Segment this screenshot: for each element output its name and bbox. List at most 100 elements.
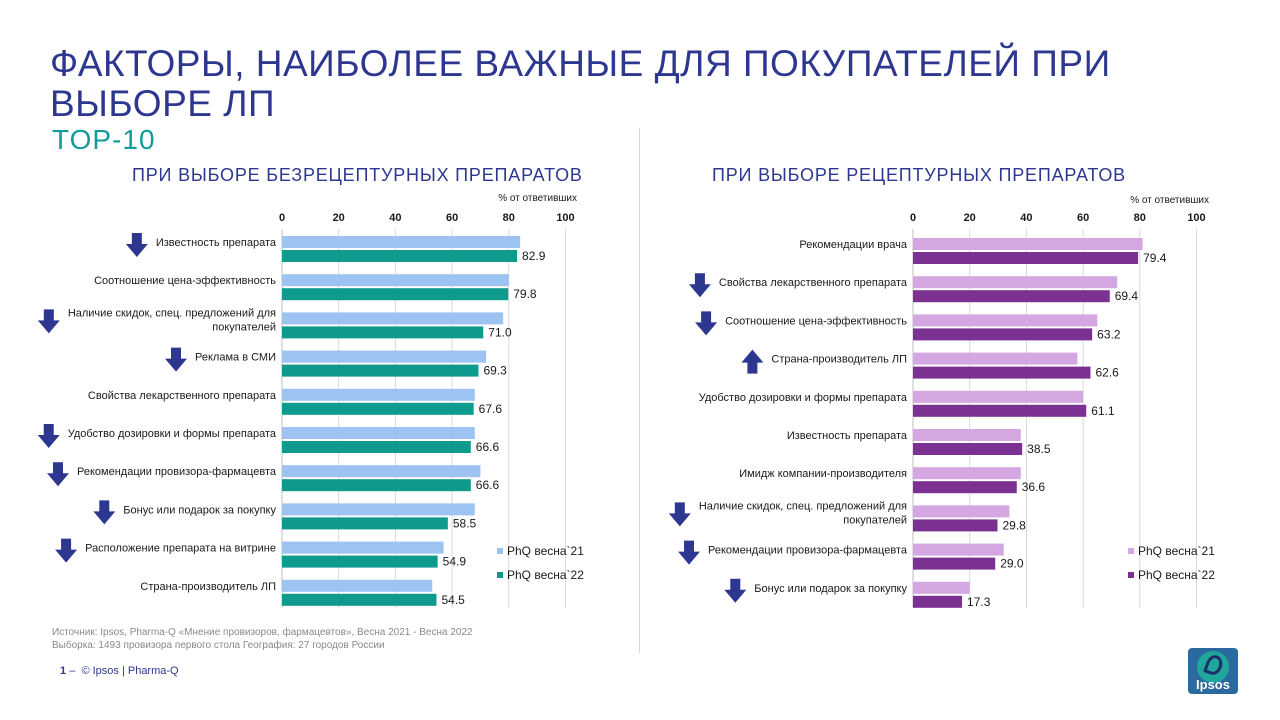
rx-category-label: Рекомендации врача	[799, 239, 908, 251]
slide-subtitle: TOP-10	[52, 124, 156, 155]
rx-tick-label: 60	[1077, 212, 1089, 224]
rx-bar-2021	[913, 581, 970, 594]
otc-trend-down-arrow-icon	[165, 347, 188, 372]
rx-data-label: 17.3	[967, 595, 991, 609]
otc-bar-2022	[282, 555, 438, 568]
otc-bar-2022	[282, 364, 479, 377]
rx-category-label: покупателей	[843, 514, 907, 526]
otc-category-label: Расположение препарата на витрине	[85, 543, 276, 555]
otc-bar-2022	[282, 517, 448, 530]
rx-category-label: Бонус или подарок за покупку	[754, 583, 907, 595]
otc-trend-down-arrow-icon	[47, 462, 70, 487]
otc-legend-label: PhQ весна`21	[507, 544, 584, 558]
otc-data-label: 66.6	[476, 478, 500, 492]
rx-data-label: 61.1	[1091, 404, 1115, 418]
rx-category-label: Имидж компании-производителя	[739, 468, 907, 480]
rx-bar-2021	[913, 276, 1118, 289]
rx-category-label: Свойства лекарственного препарата	[719, 277, 908, 289]
otc-bar-2022	[282, 441, 471, 453]
rx-category-label: Рекомендации провизора-фармацевта	[708, 545, 908, 557]
otc-category-label: Страна-производитель ЛП	[140, 581, 276, 593]
rx-tick-label: 80	[1134, 212, 1146, 224]
otc-data-label: 69.3	[483, 364, 507, 378]
rx-bar-2021	[913, 505, 1010, 518]
rx-category-label: Наличие скидок, спец. предложений для	[699, 500, 907, 512]
otc-category-label: Соотношение цена-эффективность	[94, 275, 276, 287]
rx-trend-down-arrow-icon	[668, 502, 691, 527]
otc-bar-2021	[282, 579, 433, 592]
rx-data-label: 63.2	[1097, 327, 1121, 341]
otc-data-label: 67.6	[479, 402, 503, 416]
slide-title: ФАКТОРЫ, НАИБОЛЕЕ ВАЖНЫЕ ДЛЯ ПОКУПАТЕЛЕЙ…	[50, 43, 1111, 124]
rx-bar-2022	[913, 252, 1139, 264]
rx-category-label: Соотношение цена-эффективность	[725, 315, 907, 327]
rx-bar-2021	[913, 390, 1084, 403]
rx-bar-2021	[913, 429, 1021, 441]
rx-bar-2022	[913, 290, 1110, 303]
otc-category-label: Реклама в СМИ	[195, 352, 276, 364]
otc-axis-unit: % от ответивших	[498, 193, 577, 204]
otc-tick-label: 0	[279, 212, 285, 224]
otc-data-label: 66.6	[476, 440, 500, 454]
otc-category-label: Удобство дозировки и формы препарата	[68, 428, 277, 440]
rx-data-label: 79.4	[1143, 251, 1167, 265]
otc-data-label: 54.5	[442, 593, 466, 607]
rx-bar-2021	[913, 467, 1021, 480]
rx-bar-2022	[913, 481, 1017, 494]
otc-tick-label: 60	[446, 212, 458, 224]
otc-data-label: 54.9	[443, 555, 467, 569]
rx-bar-2022	[913, 366, 1091, 379]
otc-bar-2022	[282, 288, 509, 301]
rx-bar-2022	[913, 404, 1087, 417]
otc-bar-2021	[282, 350, 487, 363]
rx-legend-swatch	[1128, 548, 1134, 554]
rx-chart-title: ПРИ ВЫБОРЕ РЕЦЕПТУРНЫХ ПРЕПАРАТОВ	[712, 165, 1126, 185]
otc-category-label: Известность препарата	[156, 237, 277, 249]
otc-trend-down-arrow-icon	[37, 309, 60, 334]
otc-bar-2022	[282, 593, 437, 606]
rx-trend-down-arrow-icon	[695, 311, 718, 336]
otc-bar-2021	[282, 427, 475, 439]
rx-legend-swatch	[1128, 572, 1134, 578]
rx-tick-label: 0	[910, 212, 916, 224]
page-number: 1	[60, 665, 67, 677]
rx-category-label: Страна-производитель ЛП	[771, 354, 907, 366]
otc-tick-label: 40	[389, 212, 401, 224]
otc-category-label: покупателей	[212, 321, 276, 333]
rx-legend-label: PhQ весна`21	[1138, 544, 1215, 558]
otc-chart-title: ПРИ ВЫБОРЕ БЕЗРЕЦЕПТУРНЫХ ПРЕПАРАТОВ	[132, 165, 583, 185]
footer-separator: –	[69, 665, 76, 677]
sample-note: Выборка: 1493 провизора первого стола Ге…	[52, 640, 385, 651]
rx-bar-2021	[913, 352, 1078, 365]
otc-tick-label: 100	[556, 212, 574, 224]
otc-bar-2021	[282, 236, 521, 248]
otc-category-label: Свойства лекарственного препарата	[88, 390, 277, 402]
rx-bar-2021	[913, 314, 1098, 327]
rx-trend-down-arrow-icon	[724, 578, 747, 603]
rx-bar-2022	[913, 595, 963, 608]
rx-trend-down-arrow-icon	[678, 540, 701, 565]
rx-tick-label: 100	[1187, 212, 1205, 224]
otc-legend-label: PhQ весна`22	[507, 568, 584, 582]
otc-legend-swatch	[497, 572, 503, 578]
rx-trend-up-arrow-icon	[741, 349, 764, 374]
otc-bar-2022	[282, 402, 474, 415]
otc-bar-2021	[282, 312, 504, 325]
otc-bar-2021	[282, 274, 509, 287]
otc-data-label: 58.5	[453, 516, 477, 530]
rx-category-label: Удобство дозировки и формы препарата	[699, 392, 908, 404]
otc-category-label: Бонус или подарок за покупку	[123, 504, 276, 516]
otc-data-label: 82.9	[522, 249, 546, 263]
source-note: Источник: Ipsos, Pharma-Q «Мнение провиз…	[52, 627, 473, 638]
rx-axis-unit: % от ответивших	[1130, 195, 1209, 206]
otc-category-label: Рекомендации провизора-фармацевта	[77, 466, 277, 478]
copyright-text: © Ipsos | Pharma-Q	[81, 665, 179, 677]
otc-bar-2022	[282, 326, 484, 339]
rx-bar-2022	[913, 519, 998, 532]
otc-category-label: Наличие скидок, спец. предложений для	[68, 307, 276, 319]
rx-bar-2022	[913, 443, 1023, 455]
otc-legend-swatch	[497, 548, 503, 554]
rx-category-label: Известность препарата	[787, 430, 908, 442]
rx-bar-2021	[913, 543, 1004, 556]
